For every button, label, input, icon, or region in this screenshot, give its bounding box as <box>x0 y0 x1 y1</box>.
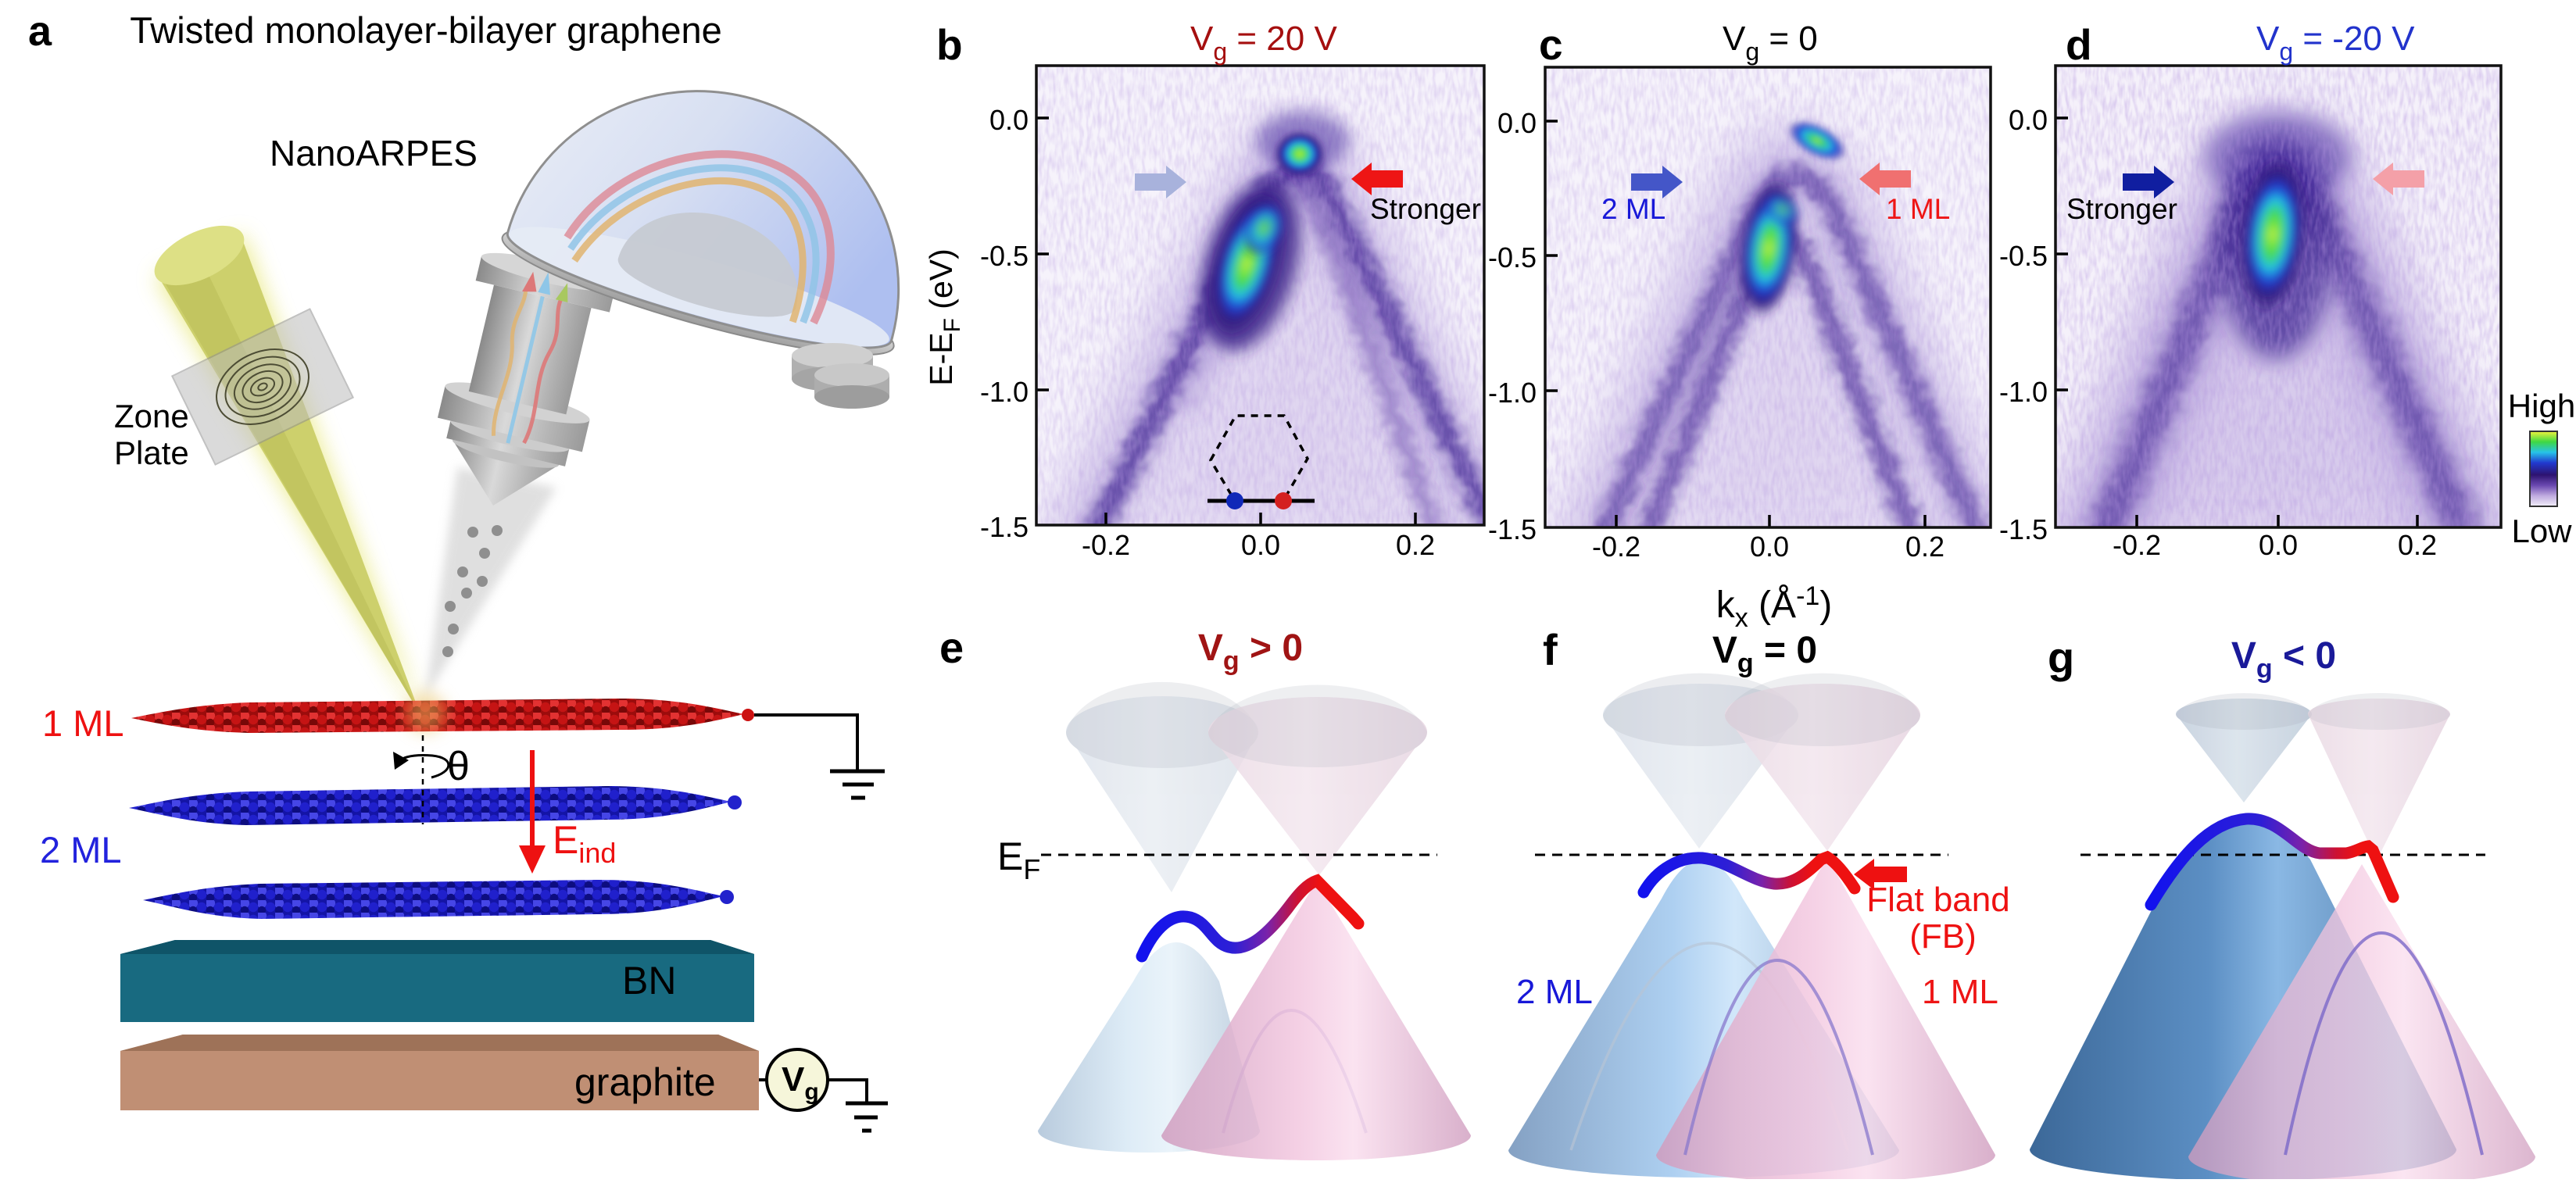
svg-text:f: f <box>1543 625 1558 674</box>
svg-text:a: a <box>28 8 52 55</box>
svg-text:2 ML: 2 ML <box>40 829 122 870</box>
svg-text:-0.2: -0.2 <box>1592 531 1640 563</box>
svg-text:Twisted monolayer-bilayer grap: Twisted monolayer-bilayer graphene <box>130 9 722 51</box>
svg-text:-0.5: -0.5 <box>980 240 1029 272</box>
svg-text:-1.5: -1.5 <box>1999 513 2048 545</box>
svg-text:0.2: 0.2 <box>2398 529 2437 561</box>
svg-text:2 ML: 2 ML <box>1601 193 1665 225</box>
svg-text:-1.5: -1.5 <box>1488 513 1537 545</box>
svg-text:-1.0: -1.0 <box>1999 376 2048 408</box>
svg-text:0.2: 0.2 <box>1905 531 1945 563</box>
svg-text:-0.5: -0.5 <box>1999 240 2048 272</box>
svg-text:c: c <box>1539 20 1563 69</box>
svg-text:Stronger: Stronger <box>1370 193 1481 225</box>
svg-text:1 ML: 1 ML <box>1922 973 1998 1011</box>
svg-text:0.0: 0.0 <box>1750 531 1789 563</box>
svg-text:1 ML: 1 ML <box>42 702 124 744</box>
svg-text:Vg < 0: Vg < 0 <box>2231 635 2336 684</box>
svg-text:1 ML: 1 ML <box>1886 193 1950 225</box>
svg-text:Vg > 0: Vg > 0 <box>1198 627 1303 676</box>
svg-text:0.0: 0.0 <box>989 104 1029 136</box>
svg-text:BN: BN <box>622 959 676 1003</box>
svg-text:-0.2: -0.2 <box>1082 529 1130 561</box>
svg-text:0.0: 0.0 <box>2009 104 2048 136</box>
svg-text:kx (Å-1): kx (Å-1) <box>1716 581 1833 633</box>
svg-text:0.0: 0.0 <box>2259 529 2298 561</box>
svg-text:θ: θ <box>447 744 470 789</box>
svg-text:(FB): (FB) <box>1909 917 1977 956</box>
svg-text:-1.0: -1.0 <box>1488 377 1537 409</box>
svg-text:NanoARPES: NanoARPES <box>270 133 478 173</box>
svg-text:High: High <box>2508 388 2575 424</box>
svg-text:Zone: Zone <box>114 398 189 434</box>
svg-text:d: d <box>2066 20 2092 69</box>
svg-text:g: g <box>2048 633 2074 682</box>
svg-text:Flat band: Flat band <box>1866 881 2009 919</box>
svg-text:-0.5: -0.5 <box>1488 241 1537 273</box>
svg-text:E-EF (eV): E-EF (eV) <box>923 248 965 386</box>
svg-text:0.0: 0.0 <box>1241 529 1280 561</box>
svg-text:-0.2: -0.2 <box>2113 529 2161 561</box>
svg-text:graphite: graphite <box>574 1060 716 1104</box>
svg-text:Vg = 0: Vg = 0 <box>1712 630 1817 678</box>
svg-text:0.0: 0.0 <box>1497 107 1537 139</box>
svg-text:-1.5: -1.5 <box>980 511 1029 543</box>
svg-text:-1.0: -1.0 <box>980 376 1029 408</box>
svg-text:2 ML: 2 ML <box>1516 973 1593 1011</box>
svg-text:Stronger: Stronger <box>2066 193 2177 225</box>
svg-text:b: b <box>936 20 963 69</box>
svg-text:e: e <box>939 623 964 672</box>
svg-text:0.2: 0.2 <box>1396 529 1435 561</box>
svg-text:Plate: Plate <box>114 434 189 471</box>
svg-text:Low: Low <box>2511 513 2572 549</box>
